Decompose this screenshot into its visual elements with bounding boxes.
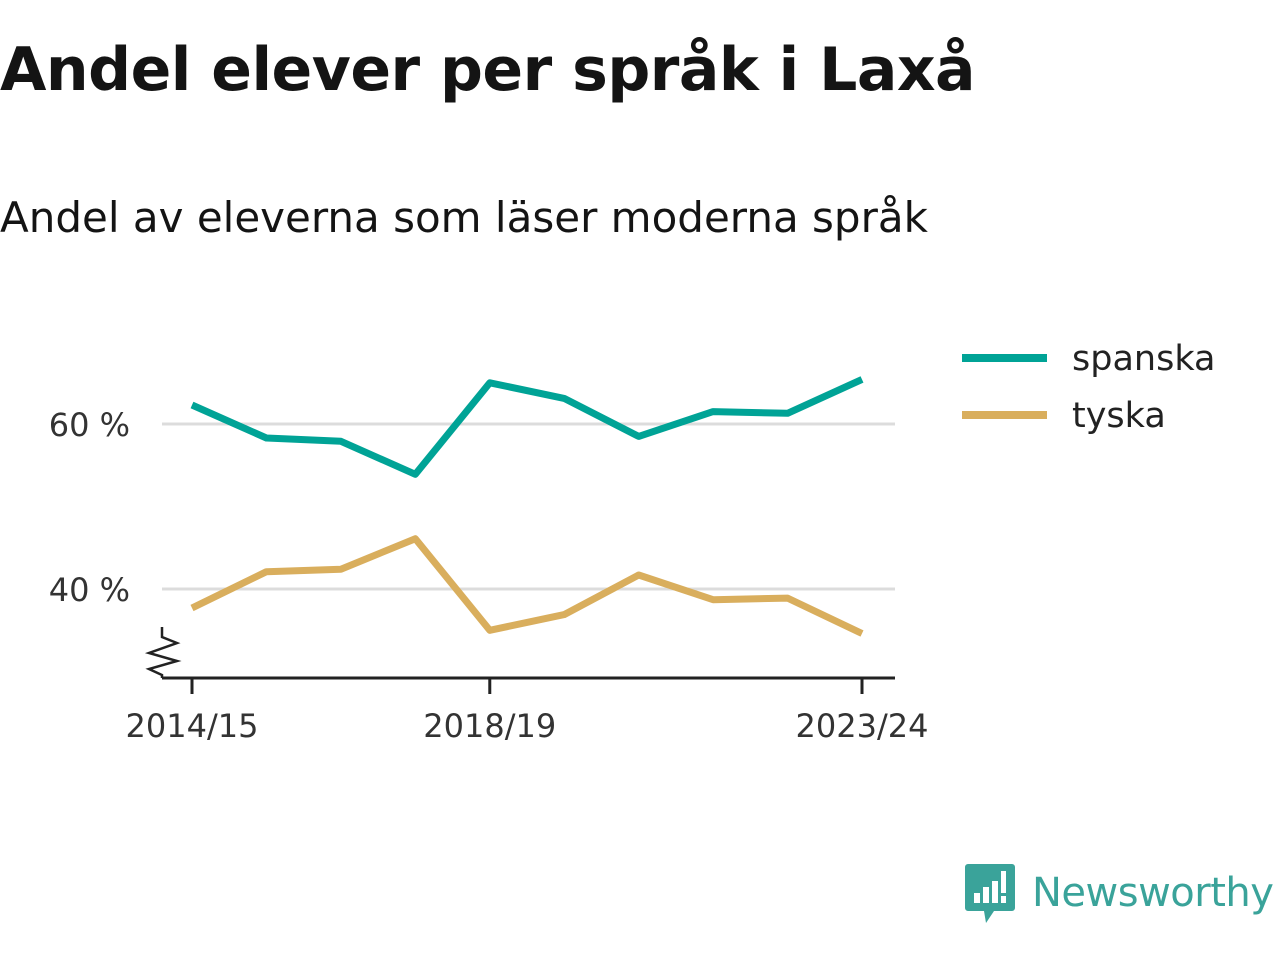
x-tick-label: 2023/24 xyxy=(796,707,929,745)
legend-label-spanska: spanska xyxy=(1072,339,1215,379)
legend-label-tyska: tyska xyxy=(1072,396,1166,436)
brand-name: Newsworthy xyxy=(1032,870,1274,916)
x-tick-labels: 2014/15 2018/19 2023/24 xyxy=(126,678,929,745)
legend: spanska tyska xyxy=(962,339,1215,436)
series-lines xyxy=(190,376,864,637)
y-tick-label: 60 % xyxy=(49,406,130,444)
series-line-spanska xyxy=(190,376,864,478)
y-axis-break-icon xyxy=(144,627,182,678)
y-tick-label: 40 % xyxy=(49,571,130,609)
y-tick-labels: 40 % 60 % xyxy=(49,406,130,609)
newsworthy-brand: Newsworthy xyxy=(964,862,1274,924)
newsworthy-logo-icon xyxy=(965,864,1015,923)
series-line-tyska xyxy=(190,535,864,637)
chart-title: Andel elever per språk i Laxå xyxy=(0,35,976,105)
x-tick-label: 2018/19 xyxy=(423,707,556,745)
chart-subtitle: Andel av eleverna som läser moderna språ… xyxy=(0,193,928,242)
x-tick-label: 2014/15 xyxy=(126,707,259,745)
axes xyxy=(144,627,895,680)
grid-lines xyxy=(162,422,895,591)
